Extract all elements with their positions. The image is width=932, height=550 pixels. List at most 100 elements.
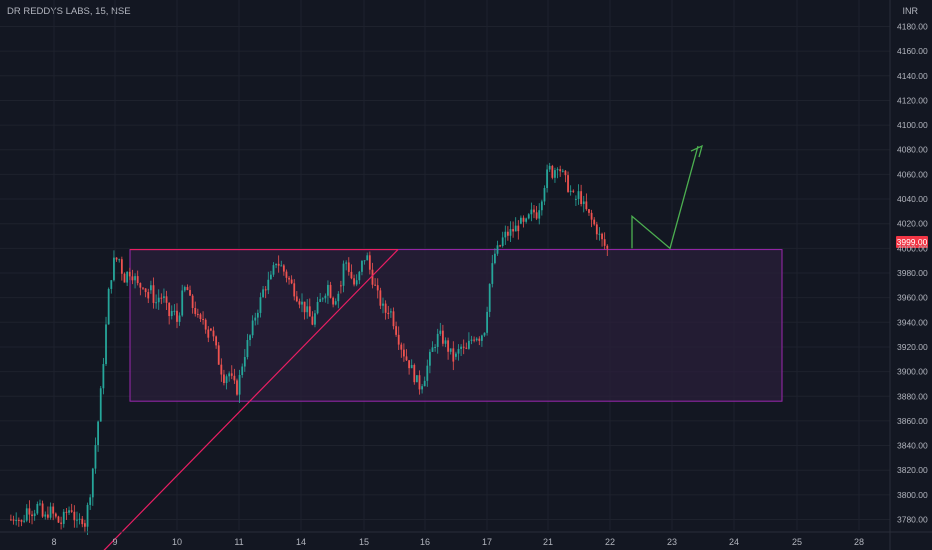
candle-body [233,375,236,381]
candle-body [486,311,488,333]
y-tick-label: 4120.00 [897,95,928,105]
projection-path [631,145,699,250]
candle-body [15,519,18,521]
candle-body [118,259,121,261]
consolidation-zone[interactable] [129,249,783,402]
candle-body [353,278,355,285]
candle-body [582,201,585,205]
candle-body [413,365,416,383]
last-price-badge: 3999.00 [896,236,928,248]
candle-body [416,375,418,383]
candle-body [470,339,473,341]
candle-body [374,284,377,286]
candle-body [163,296,165,299]
candle-body [28,508,31,515]
candle-body [567,175,569,192]
candle-body [368,255,371,270]
trendline [103,249,399,550]
candle-body [543,188,546,202]
candle-body [533,209,535,213]
x-tick-label: 11 [234,537,243,547]
candle-body [572,190,575,192]
candle-body [280,265,283,267]
candle-body [321,298,324,300]
candle-body [473,339,475,341]
candle-body [410,365,413,369]
candle-body [246,340,249,358]
candle-body [329,284,332,298]
x-tick-label: 22 [605,537,615,547]
candle-body [212,330,215,337]
candle-body [134,276,136,281]
candle-body [128,271,131,277]
candle-body [68,510,70,513]
candle-body [293,283,296,297]
candle-body [107,288,110,325]
x-tick-label: 9 [112,537,117,547]
candle-body [41,503,44,517]
candle-body [350,271,353,279]
annotations[interactable] [103,144,703,550]
y-axis[interactable]: 3780.00 3800.00 3820.00 3840.00 3860.00 3880.… [889,0,928,550]
candle-body [319,299,322,302]
candle-body [243,357,246,367]
candle-body [434,346,436,348]
y-tick-label: 3860.00 [897,416,928,426]
y-tick-label: 4100.00 [897,120,928,130]
candle-body [173,310,176,312]
candle-body [23,520,26,522]
candle-body [70,510,73,512]
y-tick-label: 3780.00 [897,515,928,525]
candle-body [194,307,197,314]
candle-body [44,514,47,517]
candle-body [494,253,496,264]
candle-body [264,289,267,291]
candle-body [507,231,509,236]
candle-body [142,287,144,289]
candle-body [488,283,491,312]
candle-body [31,514,33,517]
candle-body [282,265,285,272]
candle-body [569,190,572,192]
candle-body [191,295,194,308]
candle-body [84,523,86,527]
candle-body [379,290,382,306]
candle-body [230,373,233,376]
candle-body [390,311,392,313]
candle-body [580,191,583,205]
candle-body [509,229,512,236]
x-axis[interactable]: 8 9 10 11 14 15 16 17 21 22 23 24 25 28 [0,531,932,547]
x-tick-label: 21 [543,537,553,547]
candle-body [530,209,533,215]
candle-body [303,301,306,313]
projection-arrowhead [690,144,703,158]
candle-body [327,284,329,296]
candle-body [181,290,184,316]
candle-body [397,334,400,345]
candle-body [220,364,223,375]
candle-body [452,348,455,362]
candle-body [512,229,514,232]
candle-body [89,497,92,505]
candle-body [345,262,348,264]
candle-body [423,380,426,387]
candle-body [462,346,465,348]
candle-body [496,245,499,254]
candle-body [308,306,311,317]
x-tick-label: 28 [854,537,864,547]
candle-body [97,421,99,446]
candle-body [78,518,81,520]
candle-body [199,314,202,320]
candle-body [94,445,97,469]
candle-body [49,506,52,518]
candle-body [501,237,504,246]
candle-body [62,511,65,524]
candle-body [342,263,345,286]
candle-body [189,290,191,296]
candle-body [324,295,327,299]
y-tick-label: 4020.00 [897,219,928,229]
candle-body [520,217,522,224]
candle-body [20,520,23,522]
candle-body [606,245,609,249]
